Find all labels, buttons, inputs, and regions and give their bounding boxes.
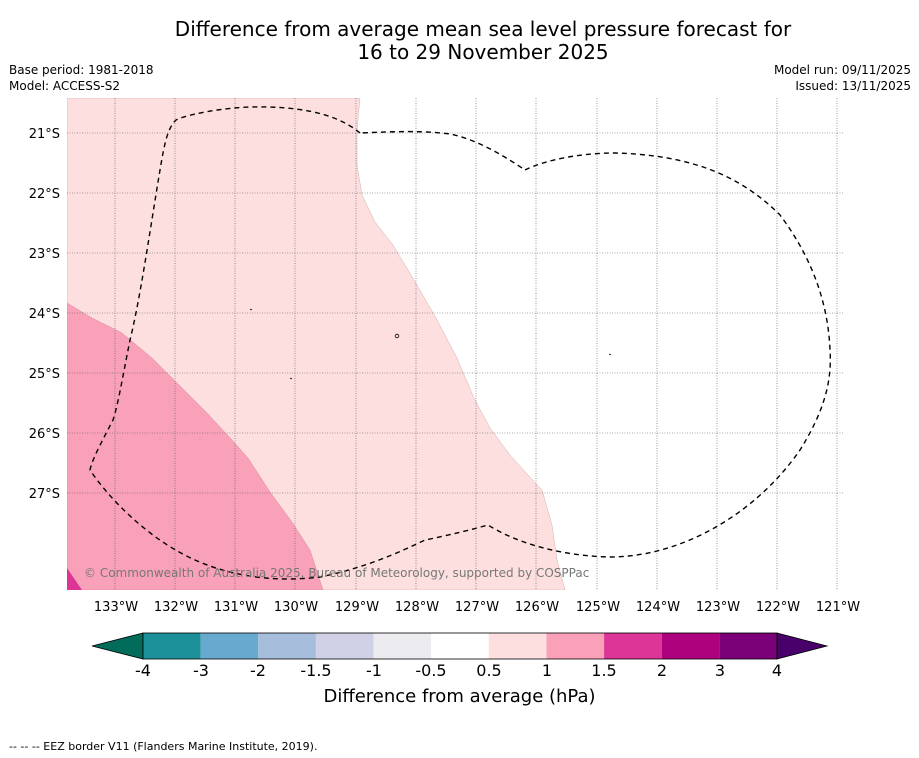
colorbar-swatch bbox=[546, 633, 605, 659]
copyright-notice: © Commonwealth of Australia 2025, Bureau… bbox=[84, 566, 589, 580]
colorbar-swatch bbox=[431, 633, 489, 659]
map-title: Difference from average mean sea level p… bbox=[0, 18, 919, 64]
lat-label: 25°S bbox=[29, 367, 60, 382]
colorbar-tick: 1.5 bbox=[591, 661, 616, 680]
title-line-2: 16 to 29 November 2025 bbox=[357, 40, 609, 64]
colorbar-tick: 1 bbox=[542, 661, 552, 680]
longitude-labels: 133°W 132°W 131°W 130°W 129°W 128°W 127°… bbox=[94, 600, 860, 615]
eez-legend: -- -- -- EEZ border V11 (Flanders Marine… bbox=[9, 740, 318, 753]
colorbar-tick-labels: -4 -3 -2 -1.5 -1 -0.5 0.5 1 1.5 2 3 4 bbox=[135, 661, 782, 680]
lon-label: 129°W bbox=[335, 600, 379, 615]
lat-label: 27°S bbox=[29, 487, 60, 502]
eez-border bbox=[89, 106, 832, 580]
colorbar-tick: -1 bbox=[366, 661, 382, 680]
colorbar-tick: 0.5 bbox=[476, 661, 501, 680]
model-run: Model run: 09/11/2025 bbox=[773, 63, 911, 77]
colorbar-swatch bbox=[200, 633, 259, 659]
colorbar-swatches bbox=[91, 632, 829, 660]
lat-label: 26°S bbox=[29, 427, 60, 442]
lon-label: 127°W bbox=[455, 600, 499, 615]
latitude-labels: 21°S 22°S 23°S 24°S 25°S 26°S 27°S bbox=[29, 127, 60, 502]
colorbar-label: Difference from average (hPa) bbox=[323, 686, 596, 707]
meta-left: Base period: 1981-2018 Model: ACCESS-S2 bbox=[9, 62, 154, 94]
base-period: Base period: 1981-2018 bbox=[9, 63, 154, 77]
island-mark-2 bbox=[394, 333, 400, 339]
lon-label: 121°W bbox=[816, 600, 860, 615]
lon-label: 132°W bbox=[154, 600, 198, 615]
lon-label: 126°W bbox=[515, 600, 559, 615]
colorbar-tick: 2 bbox=[657, 661, 667, 680]
lat-label: 21°S bbox=[29, 127, 60, 142]
colorbar-tick: 3 bbox=[715, 661, 725, 680]
lon-label: 122°W bbox=[756, 600, 800, 615]
meta-right: Model run: 09/11/2025 Issued: 13/11/2025 bbox=[774, 62, 911, 94]
colorbar: -4 -3 -2 -1.5 -1 -0.5 0.5 1 1.5 2 3 4 bbox=[91, 632, 829, 680]
anomaly-region-1-5-to-2 bbox=[67, 568, 82, 590]
colorbar-tick: -2 bbox=[250, 661, 266, 680]
colorbar-swatch bbox=[143, 633, 201, 659]
lat-label: 23°S bbox=[29, 247, 60, 262]
colorbar-swatch bbox=[719, 633, 777, 659]
colorbar-swatch bbox=[488, 633, 547, 659]
anomaly-region-1-to-1-5 bbox=[67, 302, 324, 590]
lon-label: 130°W bbox=[274, 600, 318, 615]
colorbar-tick: -4 bbox=[135, 661, 151, 680]
map-panel: 21°S 22°S 23°S 24°S 25°S 26°S 27°S 133°W… bbox=[29, 98, 860, 615]
lon-label: 125°W bbox=[576, 600, 620, 615]
lat-label: 22°S bbox=[29, 187, 60, 202]
lon-label: 131°W bbox=[214, 600, 258, 615]
lat-label: 24°S bbox=[29, 307, 60, 322]
colorbar-swatch bbox=[373, 633, 432, 659]
graticule bbox=[67, 98, 843, 590]
colorbar-outline bbox=[142, 632, 778, 660]
model-name: Model: ACCESS-S2 bbox=[9, 79, 121, 93]
colorbar-extend-low bbox=[91, 632, 144, 660]
island-mark-1 bbox=[249, 308, 253, 311]
colorbar-swatch bbox=[604, 633, 662, 659]
colorbar-tick: -3 bbox=[193, 661, 209, 680]
map-area bbox=[67, 98, 843, 590]
issued-date: Issued: 13/11/2025 bbox=[795, 79, 911, 93]
island-mark-3 bbox=[289, 377, 293, 380]
colorbar-swatch bbox=[315, 633, 374, 659]
lon-label: 124°W bbox=[636, 600, 680, 615]
island-mark-4 bbox=[608, 353, 612, 356]
colorbar-tick: 4 bbox=[772, 661, 782, 680]
small-island-markers bbox=[249, 308, 612, 380]
colorbar-extend-high bbox=[776, 632, 829, 660]
colorbar-tick: -1.5 bbox=[300, 661, 331, 680]
colorbar-swatch bbox=[661, 633, 720, 659]
lon-label: 123°W bbox=[696, 600, 740, 615]
lon-label: 128°W bbox=[395, 600, 439, 615]
colorbar-swatch bbox=[258, 633, 316, 659]
title-line-1: Difference from average mean sea level p… bbox=[174, 17, 792, 41]
colorbar-tick: -0.5 bbox=[415, 661, 446, 680]
lon-label: 133°W bbox=[94, 600, 138, 615]
